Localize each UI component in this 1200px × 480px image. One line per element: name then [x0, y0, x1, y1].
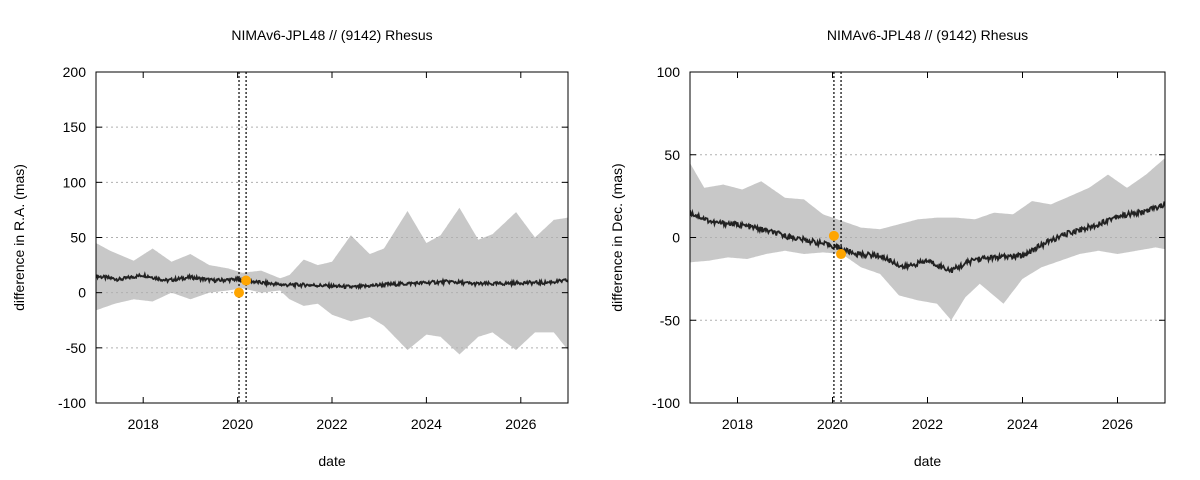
y-tick-label: 0 — [78, 285, 86, 301]
y-tick-label: 100 — [63, 174, 87, 190]
y-tick-label: 100 — [657, 64, 681, 80]
x-tick-label: 2022 — [912, 416, 943, 432]
chart-title: NIMAv6-JPL48 // (9142) Rhesus — [231, 27, 432, 43]
x-tick-label: 2020 — [817, 416, 848, 432]
x-tick-label: 2024 — [411, 416, 442, 432]
chart-1: -100 -50 0 50 100 150 200 2018 2020 2022 2024 2026 N… — [11, 27, 569, 469]
y-tick-label: 0 — [672, 230, 680, 246]
x-tick-label: 2024 — [1007, 416, 1038, 432]
uncertainty-band — [96, 207, 568, 355]
chart-title: NIMAv6-JPL48 // (9142) Rhesus — [827, 27, 1028, 43]
x-tick-label: 2026 — [505, 416, 536, 432]
y-tick-label: 150 — [63, 119, 87, 135]
observation-point — [241, 275, 252, 286]
observation-point — [836, 249, 847, 260]
difference-line — [690, 201, 1165, 274]
observation-point — [234, 287, 245, 298]
y-tick-label: -50 — [66, 340, 86, 356]
y-axis-label: difference in R.A. (mas) — [11, 164, 27, 311]
x-tick-label: 2018 — [128, 416, 159, 432]
y-tick-label: 200 — [63, 64, 87, 80]
x-axis-label: date — [318, 453, 345, 469]
observation-point — [828, 230, 839, 241]
x-axis-label: date — [914, 453, 941, 469]
y-tick-label: -100 — [58, 395, 86, 411]
y-tick-label: 50 — [70, 230, 86, 246]
x-tick-label: 2020 — [222, 416, 253, 432]
y-tick-label: 50 — [664, 147, 680, 163]
uncertainty-band — [690, 158, 1165, 321]
x-tick-label: 2018 — [722, 416, 753, 432]
difference-line — [96, 271, 568, 291]
y-tick-label: -100 — [652, 395, 680, 411]
x-tick-label: 2026 — [1102, 416, 1133, 432]
y-axis-label: difference in Dec. (mas) — [609, 163, 625, 311]
y-tick-label: -50 — [660, 312, 680, 328]
chart-2: -100 -50 0 50 100 2018 2020 2022 2024 2026 NIMAv6-… — [609, 27, 1166, 469]
x-tick-label: 2022 — [316, 416, 347, 432]
